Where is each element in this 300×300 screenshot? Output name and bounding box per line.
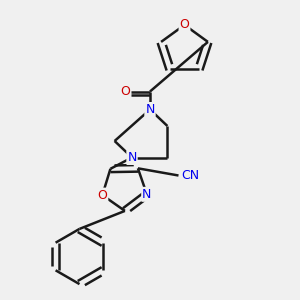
Text: N: N bbox=[145, 103, 155, 116]
Text: N: N bbox=[142, 188, 152, 201]
Text: N: N bbox=[127, 151, 137, 164]
Text: O: O bbox=[98, 189, 107, 202]
Text: O: O bbox=[120, 85, 130, 98]
Text: CN: CN bbox=[181, 169, 199, 182]
Text: O: O bbox=[180, 18, 189, 32]
